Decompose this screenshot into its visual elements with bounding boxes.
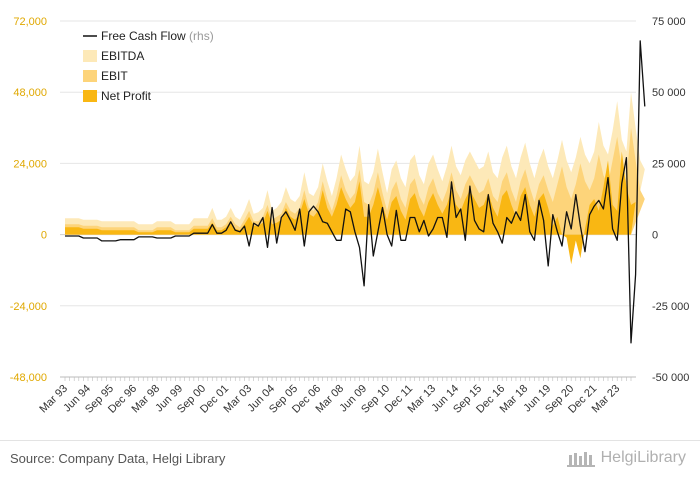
legend-swatch	[83, 90, 97, 102]
brand-logo: HelgiLibrary	[566, 449, 686, 467]
legend-label: Net Profit	[101, 89, 152, 103]
footer: Source: Company Data, Helgi Library Helg…	[0, 440, 700, 484]
left-tick-label: -24,000	[10, 301, 47, 313]
right-tick-label: -25 000	[652, 301, 689, 313]
right-tick-label: -50 000	[652, 372, 689, 384]
legend-label: EBITDA	[101, 49, 144, 63]
source-text: Source: Company Data, Helgi Library	[10, 451, 226, 466]
line-free-cash-flow	[65, 40, 646, 344]
left-tick-label: 0	[41, 230, 47, 242]
right-tick-label: 50 000	[652, 87, 686, 99]
left-tick-label: 72,000	[13, 16, 47, 28]
left-tick-label: 24,000	[13, 158, 47, 170]
legend: Free Cash Flow (rhs) EBITDA EBIT Net Profit	[83, 29, 214, 103]
lines	[65, 40, 646, 344]
right-tick-label: 75 000	[652, 16, 686, 28]
right-tick-label: 25 000	[652, 158, 686, 170]
legend-swatch	[83, 50, 97, 62]
left-tick-label: 48,000	[13, 87, 47, 99]
brand-name: HelgiLibrary	[600, 449, 686, 466]
areas	[65, 92, 645, 265]
legend-swatch	[83, 70, 97, 82]
area-net-profit	[65, 151, 636, 265]
library-icon	[566, 452, 595, 467]
right-tick-label: 0	[652, 230, 658, 242]
chart: -48,000 -24,000 0 24,000 48,000 72,000 -50 000…	[10, 16, 690, 416]
left-tick-label: -48,000	[10, 372, 47, 384]
legend-label: Free Cash Flow (rhs)	[101, 29, 214, 43]
legend-label: EBIT	[101, 69, 128, 83]
